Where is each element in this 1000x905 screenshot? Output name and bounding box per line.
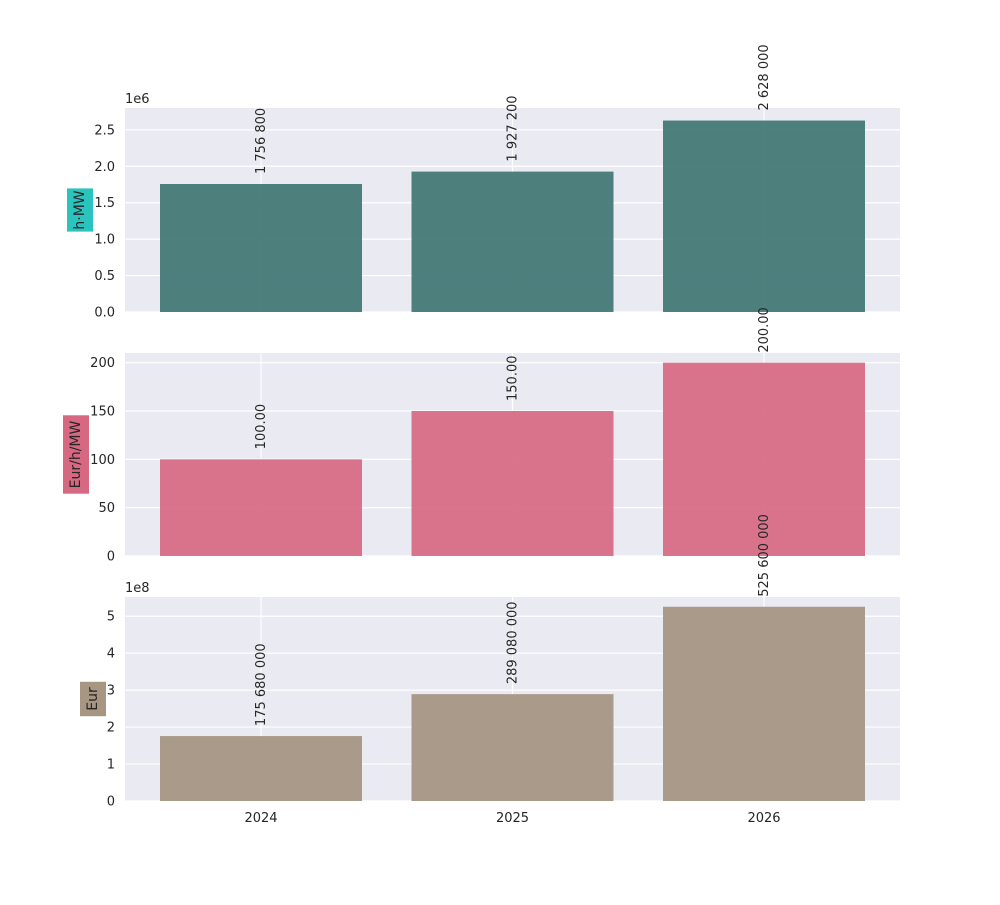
y-tick-label: 100: [90, 453, 115, 468]
data-label: 1 927 200: [506, 95, 521, 161]
bar: [663, 120, 865, 312]
bar: [663, 606, 865, 801]
y-tick-label: 1.5: [94, 196, 115, 211]
data-label: 2 628 000: [757, 44, 772, 110]
bar: [160, 459, 362, 556]
bar: [411, 694, 614, 801]
data-label: 150.00: [506, 356, 521, 402]
y-offset-text: 1e8: [125, 581, 150, 596]
bar: [411, 411, 614, 556]
y-offset-text: 1e6: [125, 92, 150, 107]
data-label: 289 080 000: [506, 601, 521, 684]
y-tick-label: 2.0: [94, 160, 115, 175]
x-tick-label: 2025: [496, 811, 529, 826]
y-tick-label: 200: [90, 356, 115, 371]
y-tick-label: 1.0: [94, 233, 115, 248]
bar: [160, 736, 362, 801]
y-tick-label: 50: [98, 501, 115, 516]
y-axis-label-box: [67, 188, 93, 232]
y-tick-label: 3: [107, 684, 115, 699]
bar: [160, 184, 362, 312]
y-axis-label: Eur: [85, 687, 101, 711]
y-tick-label: 0.0: [94, 306, 115, 321]
data-label: 100.00: [254, 404, 269, 450]
y-tick-label: 1: [107, 758, 115, 773]
y-axis-label-box: [80, 681, 106, 717]
y-tick-label: 5: [107, 610, 115, 625]
y-axis-label: Eur/h/MW: [68, 420, 84, 488]
y-tick-label: 4: [107, 647, 115, 662]
bar: [663, 362, 865, 556]
data-label: 1 756 800: [254, 108, 269, 174]
x-tick-label: 2024: [244, 811, 277, 826]
y-tick-label: 0.5: [94, 269, 115, 284]
y-tick-label: 2.5: [94, 123, 115, 138]
y-tick-label: 0: [107, 795, 115, 810]
data-label: 525 600 000: [757, 514, 772, 597]
data-label: 200.00: [757, 307, 772, 353]
y-tick-label: 0: [107, 550, 115, 565]
x-tick-label: 2026: [747, 811, 780, 826]
bar: [411, 171, 614, 312]
y-axis-label-box: [63, 415, 89, 494]
y-tick-label: 150: [90, 405, 115, 420]
y-axis-label: h·MW: [72, 190, 88, 229]
y-tick-label: 2: [107, 721, 115, 736]
data-label: 175 680 000: [254, 643, 269, 726]
